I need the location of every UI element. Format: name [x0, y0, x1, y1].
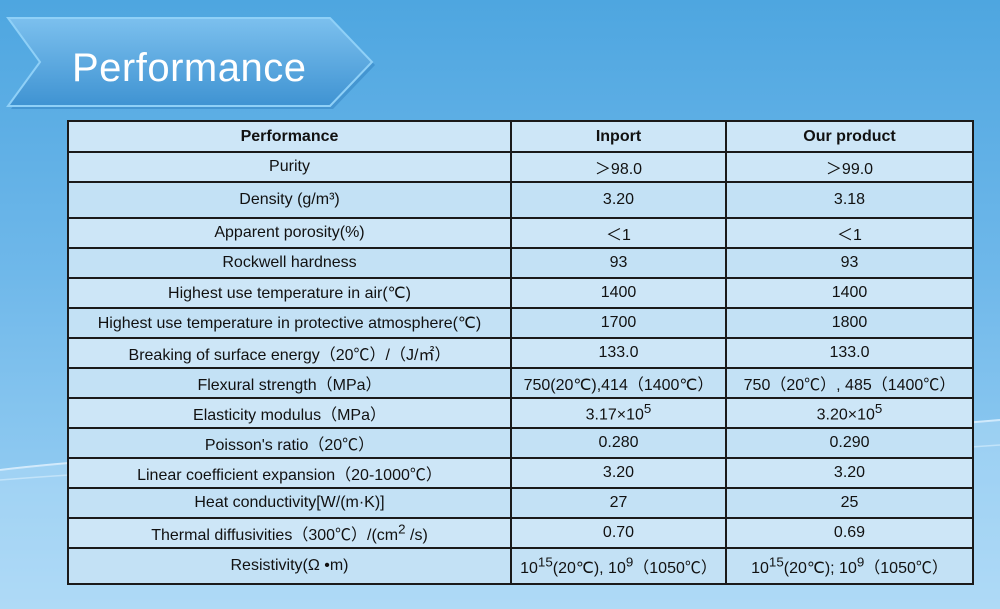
- cell-inport: 3.20: [510, 457, 727, 489]
- value-exponent: 15: [537, 554, 553, 570]
- value-pre: 10: [520, 560, 538, 577]
- cell-inport: 1700: [510, 307, 727, 339]
- table-row: Purity ＞98.0 ＞99.0: [67, 151, 974, 183]
- cell-ours: ＜1: [725, 217, 974, 249]
- value-exponent-2: 9: [625, 554, 634, 570]
- header-inport: Inport: [510, 120, 727, 153]
- cell-inport: ＞98.0: [510, 151, 727, 183]
- cell-ours: 1400: [725, 277, 974, 309]
- performance-table: Performance Inport Our product Purity ＞9…: [67, 120, 974, 585]
- table-row: Poisson's ratio（20℃） 0.280 0.290: [67, 427, 974, 459]
- cell-ours: 0.69: [725, 517, 974, 549]
- cell-inport: 1015(20℃), 109（1050℃）: [510, 547, 727, 585]
- label-pre: Thermal diffusivities（300℃）/(cm: [151, 527, 399, 544]
- value-exponent: 5: [874, 401, 883, 417]
- cell-property: Flexural strength（MPa）: [67, 367, 512, 399]
- cell-property: Highest use temperature in protective at…: [67, 307, 512, 339]
- table-row: Flexural strength（MPa） 750(20℃),414（1400…: [67, 367, 974, 399]
- cell-property: Breaking of surface energy（20℃）/（J/㎡）: [67, 337, 512, 369]
- label-exponent: 2: [398, 521, 406, 537]
- cell-ours: 3.18: [725, 181, 974, 219]
- cell-ours: 750（20℃）, 485（1400℃）: [725, 367, 974, 399]
- cell-ours: ＞99.0: [725, 151, 974, 183]
- cell-inport: 3.20: [510, 181, 727, 219]
- header-our-product: Our product: [725, 120, 974, 153]
- value-mid: (20℃), 10: [552, 560, 626, 577]
- cell-ours: 3.20×105: [725, 397, 974, 429]
- table-row: Heat conductivity[W/(m·K)] 27 25: [67, 487, 974, 519]
- cell-inport: 0.280: [510, 427, 727, 459]
- table-header-row: Performance Inport Our product: [67, 120, 974, 153]
- table-row: Resistivity(Ω •m) 1015(20℃), 109（1050℃） …: [67, 547, 974, 585]
- cell-inport: ＜1: [510, 217, 727, 249]
- performance-table-container: Performance Inport Our product Purity ＞9…: [67, 120, 974, 585]
- table-row: Rockwell hardness 93 93: [67, 247, 974, 279]
- value-exponent-2: 9: [856, 554, 865, 570]
- cell-property: Thermal diffusivities（300℃）/(cm2 /s): [67, 517, 512, 549]
- cell-ours: 1015(20℃); 109（1050℃）: [725, 547, 974, 585]
- cell-inport: 750(20℃),414（1400℃）: [510, 367, 727, 399]
- cell-property: Heat conductivity[W/(m·K)]: [67, 487, 512, 519]
- table-row: Elasticity modulus（MPa） 3.17×105 3.20×10…: [67, 397, 974, 429]
- cell-inport: 0.70: [510, 517, 727, 549]
- value-base: 3.17×10: [585, 406, 644, 424]
- page-title: Performance: [72, 46, 307, 90]
- value-post: （1050℃）: [633, 560, 717, 577]
- cell-property: Rockwell hardness: [67, 247, 512, 279]
- label-post: /s): [405, 527, 428, 544]
- cell-property: Linear coefficient expansion（20-1000℃）: [67, 457, 512, 489]
- cell-property: Poisson's ratio（20℃）: [67, 427, 512, 459]
- table-row: Density (g/m³) 3.20 3.18: [67, 181, 974, 219]
- cell-ours: 3.20: [725, 457, 974, 489]
- cell-inport: 3.17×105: [510, 397, 727, 429]
- cell-inport: 1400: [510, 277, 727, 309]
- table-row: Apparent porosity(%) ＜1 ＜1: [67, 217, 974, 249]
- table-row: Linear coefficient expansion（20-1000℃） 3…: [67, 457, 974, 489]
- value-post: （1050℃）: [864, 560, 948, 577]
- title-banner: Performance: [0, 10, 380, 110]
- cell-property: Resistivity(Ω •m): [67, 547, 512, 585]
- value-base: 3.20×10: [816, 406, 875, 424]
- cell-property: Purity: [67, 151, 512, 183]
- cell-inport: 133.0: [510, 337, 727, 369]
- cell-ours: 133.0: [725, 337, 974, 369]
- cell-property: Apparent porosity(%): [67, 217, 512, 249]
- cell-inport: 27: [510, 487, 727, 519]
- cell-property: Elasticity modulus（MPa）: [67, 397, 512, 429]
- value-exponent: 15: [768, 554, 784, 570]
- arrow-banner-icon: [6, 17, 375, 109]
- cell-property: Highest use temperature in air(℃): [67, 277, 512, 309]
- cell-inport: 93: [510, 247, 727, 279]
- cell-ours: 0.290: [725, 427, 974, 459]
- cell-ours: 1800: [725, 307, 974, 339]
- value-exponent: 5: [643, 401, 652, 417]
- cell-ours: 25: [725, 487, 974, 519]
- table-row: Breaking of surface energy（20℃）/（J/㎡） 13…: [67, 337, 974, 369]
- cell-property: Density (g/m³): [67, 181, 512, 219]
- header-performance: Performance: [67, 120, 512, 153]
- table-row: Highest use temperature in protective at…: [67, 307, 974, 339]
- value-mid: (20℃); 10: [783, 560, 857, 577]
- cell-ours: 93: [725, 247, 974, 279]
- table-row: Thermal diffusivities（300℃）/(cm2 /s) 0.7…: [67, 517, 974, 549]
- table-row: Highest use temperature in air(℃) 1400 1…: [67, 277, 974, 309]
- value-pre: 10: [751, 560, 769, 577]
